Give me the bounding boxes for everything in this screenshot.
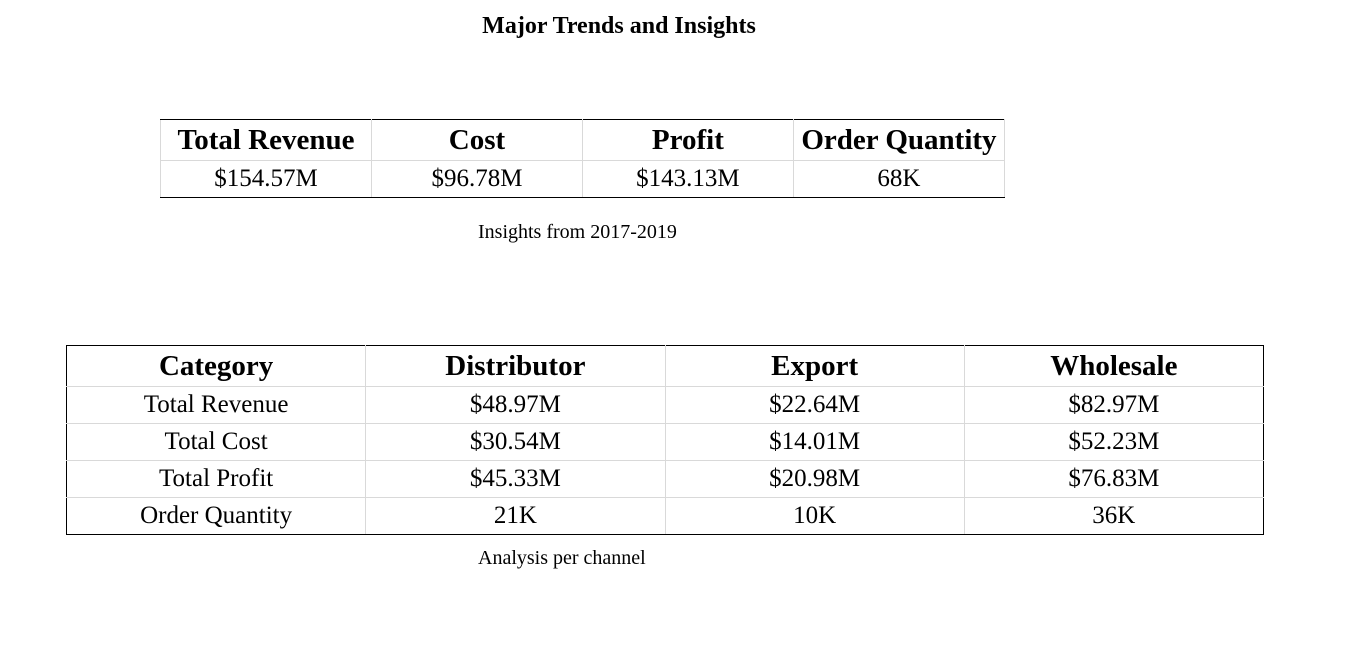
summary-table: Total Revenue Cost Profit Order Quantity… bbox=[159, 119, 1006, 198]
table-cell: $82.97M bbox=[963, 386, 1265, 424]
table-cell: $48.97M bbox=[365, 386, 666, 424]
table-row: Total Profit $45.33M $20.98M $76.83M bbox=[65, 460, 1265, 498]
summary-header-cell: Total Revenue bbox=[159, 119, 373, 161]
summary-value-cell: $154.57M bbox=[159, 160, 373, 198]
summary-header-cell: Cost bbox=[371, 119, 583, 161]
table-cell: $14.01M bbox=[664, 423, 965, 461]
summary-values-row: $154.57M $96.78M $143.13M 68K bbox=[159, 160, 1006, 198]
table-cell: $20.98M bbox=[664, 460, 965, 498]
channel-header-row: Category Distributor Export Wholesale bbox=[65, 345, 1265, 387]
channel-header-cell: Category bbox=[65, 345, 367, 387]
row-label-cell: Order Quantity bbox=[65, 497, 367, 535]
page-title: Major Trends and Insights bbox=[482, 13, 756, 39]
table-cell: $76.83M bbox=[963, 460, 1265, 498]
summary-header-cell: Profit bbox=[581, 119, 794, 161]
table-row: Order Quantity 21K 10K 36K bbox=[65, 497, 1265, 535]
channel-header-cell: Wholesale bbox=[963, 345, 1265, 387]
summary-header-cell: Order Quantity bbox=[792, 119, 1006, 161]
channel-header-cell: Export bbox=[664, 345, 965, 387]
channel-table: Category Distributor Export Wholesale To… bbox=[65, 345, 1265, 535]
summary-header-row: Total Revenue Cost Profit Order Quantity bbox=[159, 119, 1006, 161]
table-cell: $22.64M bbox=[664, 386, 965, 424]
summary-value-cell: $96.78M bbox=[371, 160, 583, 198]
table-cell: $30.54M bbox=[365, 423, 666, 461]
summary-caption: Insights from 2017-2019 bbox=[478, 221, 677, 243]
table-cell: 36K bbox=[963, 497, 1265, 535]
row-label-cell: Total Profit bbox=[65, 460, 367, 498]
table-cell: $52.23M bbox=[963, 423, 1265, 461]
row-label-cell: Total Revenue bbox=[65, 386, 367, 424]
channel-header-cell: Distributor bbox=[365, 345, 666, 387]
table-row: Total Cost $30.54M $14.01M $52.23M bbox=[65, 423, 1265, 461]
row-label-cell: Total Cost bbox=[65, 423, 367, 461]
table-row: Total Revenue $48.97M $22.64M $82.97M bbox=[65, 386, 1265, 424]
table-cell: $45.33M bbox=[365, 460, 666, 498]
table-cell: 21K bbox=[365, 497, 666, 535]
summary-value-cell: $143.13M bbox=[581, 160, 794, 198]
table-cell: 10K bbox=[664, 497, 965, 535]
summary-value-cell: 68K bbox=[792, 160, 1006, 198]
channel-caption: Analysis per channel bbox=[478, 547, 646, 569]
